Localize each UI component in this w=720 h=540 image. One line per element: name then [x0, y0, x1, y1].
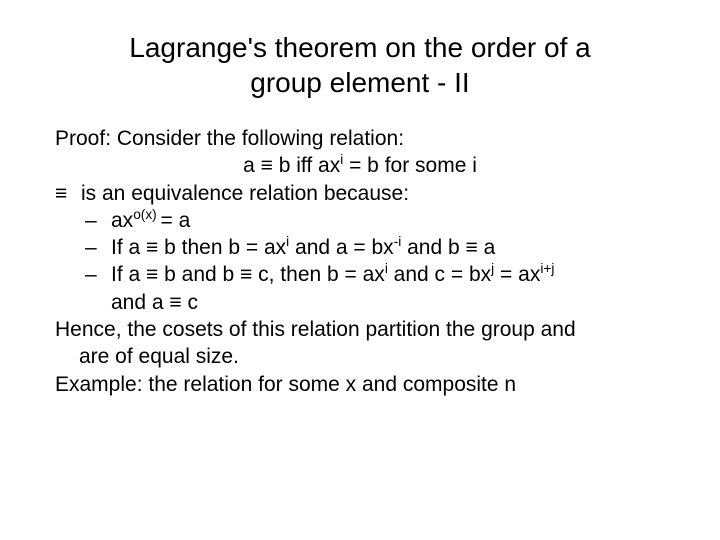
equiv-icon: ≡	[146, 236, 158, 259]
equiv-bullet-icon: ≡	[55, 180, 81, 207]
hence-line-1: Hence, the cosets of this relation parti…	[55, 316, 665, 343]
sub-bullet-1: – axo(x) = a	[85, 207, 665, 234]
proof-intro: Proof: Consider the following relation:	[55, 125, 665, 152]
equiv-text: is an equivalence relation because:	[81, 180, 409, 207]
slide-title: Lagrange's theorem on the order of a gro…	[0, 30, 720, 100]
title-line-2: group element - II	[250, 67, 469, 98]
equiv-icon: ≡	[169, 291, 181, 314]
example-line: Example: the relation for some x and com…	[55, 371, 665, 398]
equiv-icon: ≡	[261, 154, 273, 177]
dash-icon: –	[85, 261, 111, 288]
dash-icon: –	[85, 207, 111, 234]
sb1-text: axo(x) = a	[111, 207, 190, 234]
slide-body: Proof: Consider the following relation: …	[0, 125, 720, 398]
equiv-bullet: ≡ is an equivalence relation because:	[55, 180, 665, 207]
equiv-icon: ≡	[146, 263, 158, 286]
sb3-line2: and a ≡ c	[111, 289, 665, 316]
title-line-1: Lagrange's theorem on the order of a	[129, 32, 590, 63]
sb2-text: If a ≡ b then b = axi and a = bx-i and b…	[111, 234, 495, 261]
relation-def: a ≡ b iff axi = b for some i	[55, 152, 665, 179]
sb3-text: If a ≡ b and b ≡ c, then b = axi and c =…	[111, 261, 554, 288]
equiv-icon: ≡	[240, 263, 252, 286]
slide: Lagrange's theorem on the order of a gro…	[0, 30, 720, 540]
hence-line-2: are of equal size.	[79, 343, 665, 370]
sub-bullet-2: – If a ≡ b then b = axi and a = bx-i and…	[85, 234, 665, 261]
sub-bullet-3: – If a ≡ b and b ≡ c, then b = axi and c…	[85, 261, 665, 288]
equiv-icon: ≡	[466, 236, 478, 259]
dash-icon: –	[85, 234, 111, 261]
